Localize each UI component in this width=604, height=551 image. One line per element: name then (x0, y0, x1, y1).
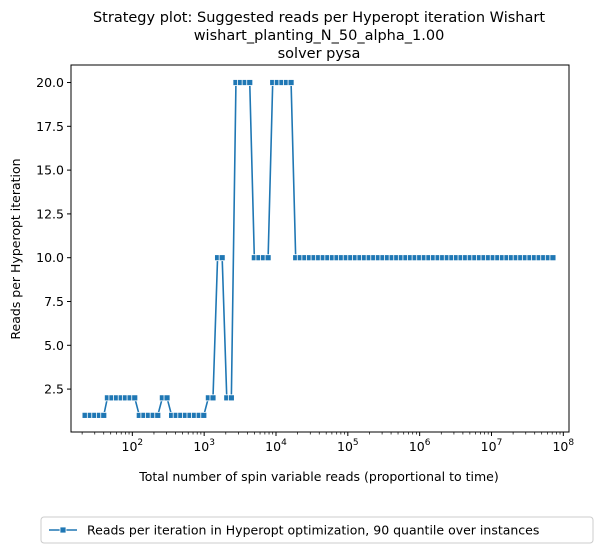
chart-title-line-3: solver pysa (278, 46, 361, 62)
data-point (200, 411, 208, 419)
y-tick-label: 5.0 (44, 338, 64, 353)
y-tick-label: 12.5 (36, 206, 64, 221)
y-tick-label: 7.5 (44, 294, 64, 309)
data-point (264, 254, 272, 262)
y-tick-label: 17.5 (36, 119, 64, 134)
y-tick-label: 15.0 (36, 163, 64, 178)
plot-area: 2.55.07.510.012.515.017.520.0 102 103 104 1… (36, 64, 574, 454)
data-point (131, 394, 139, 402)
series-layer (81, 79, 557, 419)
legend-label: Reads per iteration in Hyperopt optimiza… (87, 523, 539, 538)
data-point (218, 254, 226, 262)
chart-title-line-1: Strategy plot: Suggested reads per Hyper… (93, 10, 545, 26)
x-tick-label: 105 (337, 438, 359, 454)
y-tick-label: 10.0 (36, 250, 64, 265)
chart-title-line-2: wishart_planting_N_50_alpha_1.00 (194, 28, 445, 44)
chart-title: Strategy plot: Suggested reads per Hyper… (93, 10, 545, 62)
data-point (246, 79, 254, 86)
x-tick-label: 107 (481, 438, 503, 454)
data-point (287, 79, 295, 86)
legend-swatch-marker (59, 526, 67, 534)
y-axis-label: Reads per Hyperopt iteration (8, 158, 23, 339)
x-axis-ticks: 102 103 104 105 106 107 108 (81, 432, 574, 454)
legend-frame (40, 516, 594, 544)
data-point (163, 394, 171, 402)
x-tick-label: 108 (552, 438, 574, 454)
y-tick-label: 2.5 (44, 382, 64, 397)
data-point (154, 411, 162, 419)
plot-frame (70, 64, 570, 433)
data-point (209, 394, 217, 402)
data-point (227, 394, 235, 402)
x-tick-label: 106 (409, 438, 431, 454)
legend: Reads per iteration in Hyperopt optimiza… (40, 516, 594, 544)
x-tick-label: 103 (193, 438, 215, 454)
x-tick-label: 104 (265, 438, 287, 454)
series-line (85, 81, 553, 417)
data-point (100, 411, 108, 419)
x-tick-label: 102 (122, 438, 144, 454)
legend-swatch (49, 526, 77, 534)
y-tick-label: 20.0 (36, 75, 64, 90)
y-axis-ticks: 2.5 5.0 7.5 10.0 12.5 15.0 17.5 20.0 (36, 75, 71, 397)
data-point (549, 254, 557, 262)
x-axis-label: Total number of spin variable reads (pro… (138, 469, 499, 484)
